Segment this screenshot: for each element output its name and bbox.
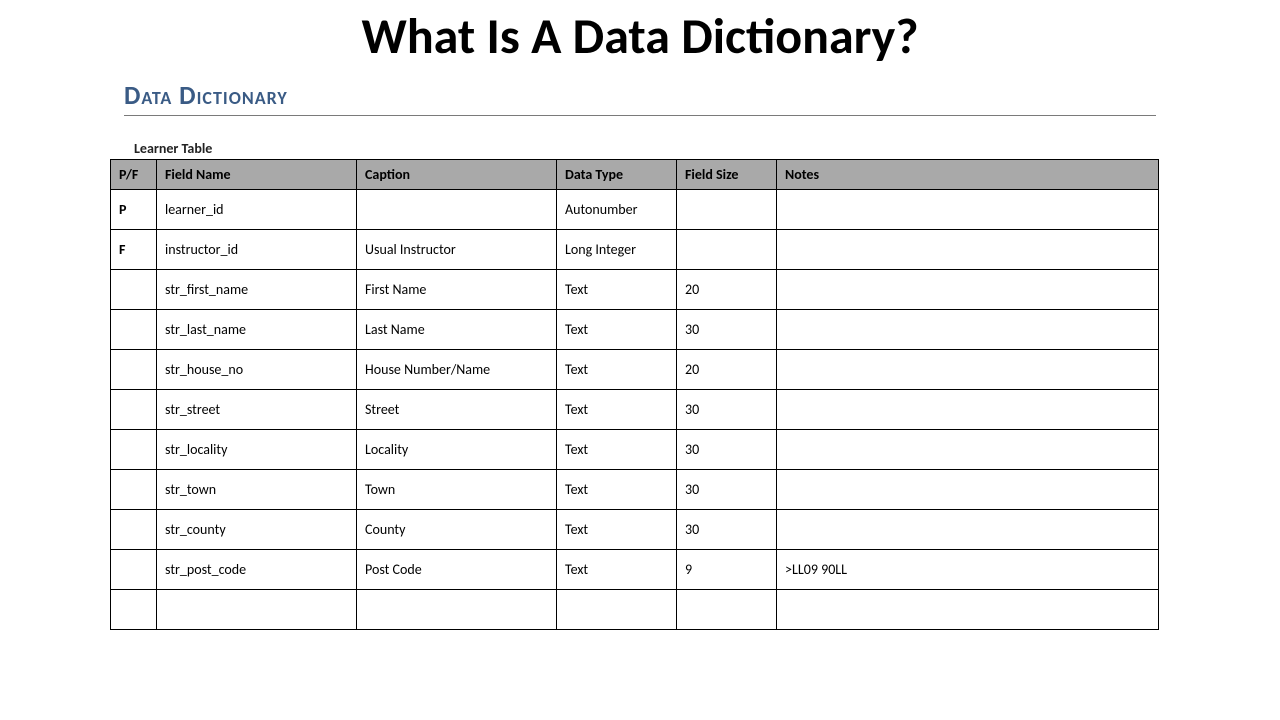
cell-data-type: Text [557,270,677,310]
cell-pf [111,350,157,390]
cell-field-name: str_street [157,390,357,430]
cell-caption: Street [357,390,557,430]
table-row: str_first_nameFirst NameText20 [111,270,1159,310]
table-row: str_countyCountyText30 [111,510,1159,550]
section-heading: Data Dictionary [124,79,1156,116]
cell-field-size [677,590,777,630]
cell-field-name: learner_id [157,190,357,230]
data-dictionary-table: P/F Field Name Caption Data Type Field S… [110,159,1159,630]
cell-data-type: Text [557,550,677,590]
cell-pf: P [111,190,157,230]
col-header-notes: Notes [777,160,1159,190]
cell-field-size: 20 [677,350,777,390]
cell-field-size: 30 [677,430,777,470]
cell-field-name: str_locality [157,430,357,470]
page-title: What Is A Data Dictionary? [100,6,1180,67]
cell-field-name: str_house_no [157,350,357,390]
cell-field-size: 30 [677,310,777,350]
cell-field-size: 30 [677,470,777,510]
cell-notes [777,230,1159,270]
table-row: Plearner_id Autonumber [111,190,1159,230]
cell-field-name: str_post_code [157,550,357,590]
cell-field-name: str_county [157,510,357,550]
table-row: str_localityLocalityText30 [111,430,1159,470]
cell-pf [111,310,157,350]
document-page: What Is A Data Dictionary? Data Dictiona… [0,0,1280,630]
cell-caption [357,190,557,230]
cell-field-size: 30 [677,510,777,550]
cell-notes [777,190,1159,230]
cell-pf [111,590,157,630]
table-header-row: P/F Field Name Caption Data Type Field S… [111,160,1159,190]
col-header-caption: Caption [357,160,557,190]
col-header-field-name: Field Name [157,160,357,190]
cell-notes [777,270,1159,310]
cell-notes [777,350,1159,390]
cell-pf [111,510,157,550]
table-row: str_townTownText30 [111,470,1159,510]
cell-data-type: Long Integer [557,230,677,270]
table-row: str_last_nameLast NameText30 [111,310,1159,350]
cell-data-type: Text [557,430,677,470]
table-row: str_post_codePost CodeText9>LL09 90LL [111,550,1159,590]
cell-caption: County [357,510,557,550]
cell-pf [111,550,157,590]
cell-notes [777,390,1159,430]
cell-data-type: Autonumber [557,190,677,230]
col-header-pf: P/F [111,160,157,190]
cell-field-name: str_town [157,470,357,510]
cell-notes [777,430,1159,470]
table-row: str_house_noHouse Number/NameText20 [111,350,1159,390]
cell-caption: House Number/Name [357,350,557,390]
cell-caption: Usual Instructor [357,230,557,270]
cell-field-size [677,190,777,230]
cell-field-name [157,590,357,630]
cell-notes [777,470,1159,510]
cell-caption [357,590,557,630]
col-header-field-size: Field Size [677,160,777,190]
cell-data-type: Text [557,310,677,350]
cell-pf [111,470,157,510]
cell-notes: >LL09 90LL [777,550,1159,590]
table-row: str_streetStreetText30 [111,390,1159,430]
cell-pf [111,430,157,470]
cell-caption: Locality [357,430,557,470]
cell-notes [777,590,1159,630]
cell-field-size: 20 [677,270,777,310]
cell-caption: Post Code [357,550,557,590]
cell-notes [777,510,1159,550]
cell-data-type: Text [557,470,677,510]
table-row: Finstructor_idUsual InstructorLong Integ… [111,230,1159,270]
cell-caption: First Name [357,270,557,310]
cell-notes [777,310,1159,350]
cell-pf [111,390,157,430]
cell-caption: Last Name [357,310,557,350]
cell-field-name: str_first_name [157,270,357,310]
cell-field-name: instructor_id [157,230,357,270]
table-label: Learner Table [134,140,1180,157]
cell-field-size: 9 [677,550,777,590]
cell-field-name: str_last_name [157,310,357,350]
cell-data-type: Text [557,350,677,390]
cell-pf [111,270,157,310]
cell-data-type [557,590,677,630]
cell-data-type: Text [557,390,677,430]
table-row [111,590,1159,630]
col-header-data-type: Data Type [557,160,677,190]
cell-caption: Town [357,470,557,510]
cell-field-size [677,230,777,270]
cell-field-size: 30 [677,390,777,430]
cell-data-type: Text [557,510,677,550]
cell-pf: F [111,230,157,270]
